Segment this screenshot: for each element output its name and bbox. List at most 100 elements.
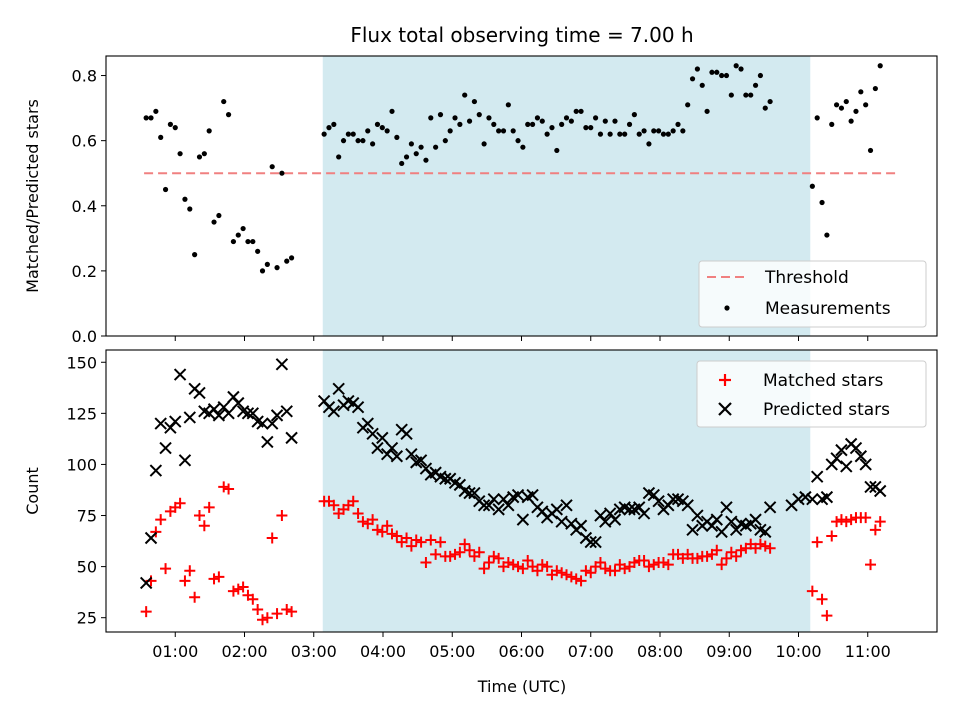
- matched-star-point: [628, 557, 640, 569]
- matched-star-point: [874, 516, 886, 528]
- predicted-star-point: [599, 515, 612, 528]
- matched-star-point: [386, 528, 398, 540]
- top-y-axis-ticks: 0.0 0.2 0.4 0.6 0.8: [72, 67, 106, 346]
- legend-threshold-label: Threshold: [764, 268, 849, 288]
- predicted-star-point: [502, 499, 515, 512]
- predicted-star-point: [468, 486, 481, 500]
- predicted-star-point: [560, 499, 573, 512]
- y-tick-label: 150: [66, 353, 97, 372]
- matched-star-point: [434, 536, 446, 548]
- predicted-star-point: [212, 409, 226, 422]
- measurement-point: [225, 112, 232, 118]
- measurement-point: [250, 238, 256, 245]
- matched-star-point: [198, 520, 210, 532]
- measurement-point: [694, 66, 700, 72]
- measurement-point: [843, 98, 849, 105]
- predicted-star-point: [173, 368, 187, 381]
- matched-star-point: [218, 481, 230, 493]
- y-tick-label: 0.0: [72, 327, 97, 346]
- measurement-point: [350, 131, 356, 137]
- top-legend-box: [698, 260, 927, 328]
- legend-matched-label: Matched stars: [763, 371, 883, 391]
- measurement-point: [491, 121, 497, 127]
- matched-star-point: [816, 593, 828, 605]
- matched-star-point: [223, 483, 235, 495]
- measurement-point: [728, 92, 734, 98]
- legend-measurements-swatch: [724, 305, 730, 311]
- matched-star-point: [561, 569, 573, 581]
- measurement-point: [240, 225, 246, 232]
- predicted-star-point: [720, 501, 733, 514]
- measurement-point: [288, 255, 295, 261]
- measurement-point: [211, 219, 217, 225]
- measurement-point: [158, 134, 164, 140]
- bottom-y-axis-label: Count: [23, 467, 42, 515]
- measurement-point: [505, 102, 511, 108]
- matched-star-point: [357, 516, 369, 528]
- measurement-point: [592, 115, 599, 121]
- measurement-points: [143, 63, 883, 274]
- measurement-point: [549, 125, 555, 131]
- measurement-point: [394, 134, 400, 140]
- measurement-point: [709, 69, 715, 75]
- predicted-star-point: [820, 490, 834, 504]
- measurement-point: [607, 131, 613, 137]
- measurement-point: [646, 141, 652, 147]
- measurement-point: [496, 128, 502, 134]
- predicted-star-point: [710, 513, 723, 526]
- predicted-star-point: [492, 503, 505, 516]
- measurement-point: [752, 82, 759, 88]
- measurement-point: [255, 248, 261, 254]
- measurement-point: [554, 147, 560, 154]
- matched-star-point: [281, 604, 293, 616]
- matched-star-point: [261, 612, 273, 624]
- measurement-point: [670, 128, 676, 134]
- matched-star-point: [806, 585, 818, 597]
- matched-star-point: [556, 567, 568, 579]
- matched-star-point: [575, 575, 587, 587]
- x-tick-label: 05:00: [429, 642, 475, 661]
- measurement-point: [187, 206, 193, 212]
- predicted-star-point: [222, 407, 235, 420]
- matched-star-point: [840, 516, 852, 528]
- matched-star-point: [391, 530, 403, 542]
- measurement-point: [457, 121, 463, 127]
- predicted-star-point: [400, 427, 413, 440]
- matched-star-point: [502, 557, 514, 569]
- measurement-point: [269, 164, 275, 170]
- matched-star-point: [189, 591, 201, 603]
- measurement-point: [539, 118, 545, 124]
- matched-star-point: [376, 526, 388, 538]
- predicted-star-point: [799, 490, 812, 504]
- y-tick-label: 0.2: [72, 262, 97, 281]
- matched-star-point: [473, 546, 485, 558]
- matched-star-point: [764, 542, 776, 554]
- measurement-point: [345, 131, 351, 137]
- matched-star-point: [367, 514, 379, 526]
- matched-star-point: [174, 497, 186, 509]
- measurement-point: [447, 128, 453, 134]
- matched-star-point: [865, 559, 877, 571]
- measurement-point: [326, 125, 332, 131]
- x-tick-label: 11:00: [845, 642, 891, 661]
- y-tick-label: 50: [77, 558, 97, 577]
- measurement-point: [578, 108, 584, 114]
- matched-star-point: [247, 593, 259, 605]
- predicted-star-point: [149, 464, 163, 477]
- predicted-star-point: [371, 441, 384, 455]
- measurement-point: [714, 69, 720, 75]
- measurement-point: [235, 232, 241, 238]
- predicted-star-point: [246, 407, 260, 420]
- predicted-star-point: [830, 452, 843, 465]
- matched-star-point: [478, 563, 490, 575]
- measurement-point: [264, 261, 270, 267]
- predicted-star-point: [835, 443, 848, 457]
- x-tick-label: 02:00: [221, 642, 267, 661]
- matched-star-point: [619, 563, 631, 575]
- matched-star-point: [488, 550, 500, 562]
- matched-star-point: [599, 563, 611, 575]
- predicted-star-point: [526, 488, 539, 502]
- y-tick-label: 0.6: [72, 132, 97, 151]
- predicted-star-point: [589, 535, 602, 549]
- measurement-point: [143, 115, 149, 121]
